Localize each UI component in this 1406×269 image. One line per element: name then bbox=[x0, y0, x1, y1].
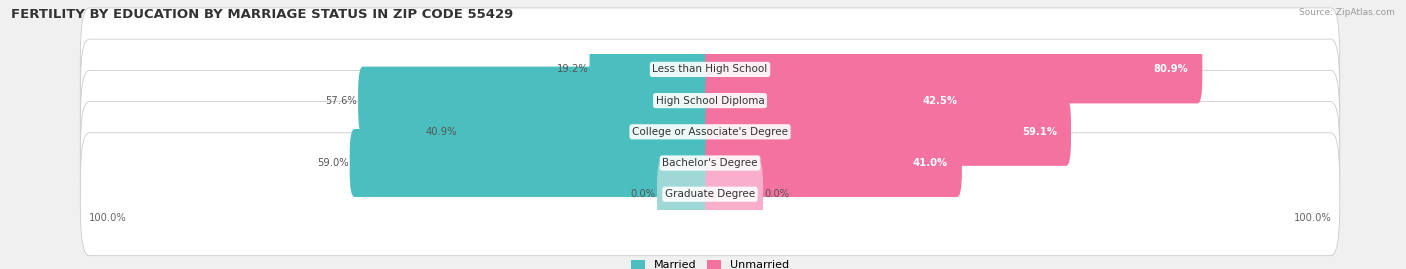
FancyBboxPatch shape bbox=[80, 101, 1340, 225]
Text: High School Diploma: High School Diploma bbox=[655, 95, 765, 106]
Legend: Married, Unmarried: Married, Unmarried bbox=[627, 255, 793, 269]
FancyBboxPatch shape bbox=[706, 160, 763, 228]
Text: College or Associate's Degree: College or Associate's Degree bbox=[633, 127, 787, 137]
FancyBboxPatch shape bbox=[80, 8, 1340, 131]
FancyBboxPatch shape bbox=[657, 160, 714, 228]
Text: Less than High School: Less than High School bbox=[652, 64, 768, 75]
Text: 59.0%: 59.0% bbox=[316, 158, 349, 168]
FancyBboxPatch shape bbox=[80, 133, 1340, 256]
Text: 19.2%: 19.2% bbox=[557, 64, 588, 75]
FancyBboxPatch shape bbox=[706, 36, 1202, 103]
Text: Graduate Degree: Graduate Degree bbox=[665, 189, 755, 199]
Text: Bachelor's Degree: Bachelor's Degree bbox=[662, 158, 758, 168]
Text: 57.6%: 57.6% bbox=[325, 95, 357, 106]
FancyBboxPatch shape bbox=[458, 98, 714, 166]
Text: FERTILITY BY EDUCATION BY MARRIAGE STATUS IN ZIP CODE 55429: FERTILITY BY EDUCATION BY MARRIAGE STATU… bbox=[11, 8, 513, 21]
Text: Source: ZipAtlas.com: Source: ZipAtlas.com bbox=[1299, 8, 1395, 17]
FancyBboxPatch shape bbox=[359, 67, 714, 134]
Text: 42.5%: 42.5% bbox=[922, 95, 957, 106]
Text: 80.9%: 80.9% bbox=[1154, 64, 1188, 75]
FancyBboxPatch shape bbox=[589, 36, 714, 103]
Text: 0.0%: 0.0% bbox=[631, 189, 655, 199]
FancyBboxPatch shape bbox=[80, 39, 1340, 162]
FancyBboxPatch shape bbox=[706, 98, 1071, 166]
Text: 0.0%: 0.0% bbox=[765, 189, 789, 199]
FancyBboxPatch shape bbox=[706, 129, 962, 197]
Text: 59.1%: 59.1% bbox=[1022, 127, 1057, 137]
FancyBboxPatch shape bbox=[706, 67, 972, 134]
FancyBboxPatch shape bbox=[350, 129, 714, 197]
FancyBboxPatch shape bbox=[80, 70, 1340, 193]
Text: 41.0%: 41.0% bbox=[912, 158, 948, 168]
Text: 40.9%: 40.9% bbox=[426, 127, 457, 137]
